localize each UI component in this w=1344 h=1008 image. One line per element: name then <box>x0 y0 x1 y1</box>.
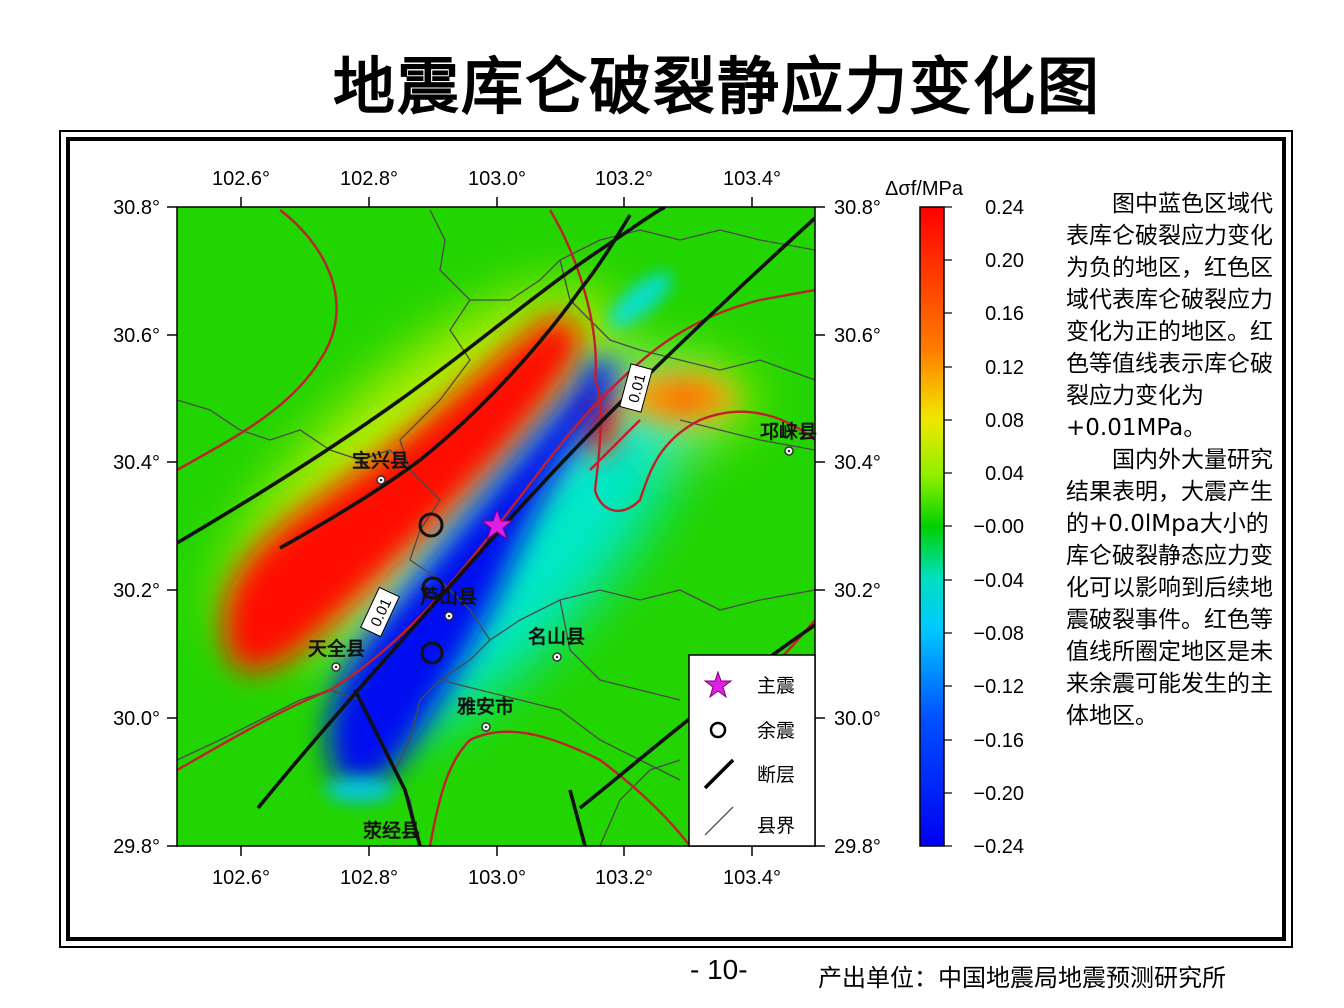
aftershock-marker <box>421 576 445 600</box>
x-tick-label: 102.6° <box>212 168 270 190</box>
aftershocks <box>418 512 445 665</box>
description-paragraph: 国内外大量研究结果表明，大震产生的+0.0lMpa大小的库仑破裂静态应力变化可以… <box>1066 447 1273 729</box>
place-label-lushan: 芦山县 <box>420 585 477 608</box>
axis-ticks <box>167 197 825 856</box>
figure-frame-outer <box>59 130 1293 948</box>
colorbar-tick: −0.12 <box>973 676 1024 698</box>
legend-border-icon <box>704 806 734 836</box>
y-axis-labels-right: 30.8° 30.6° 30.4° 30.2° 30.0° 29.8° <box>834 197 881 858</box>
colorbar-tick: 0.08 <box>985 410 1024 432</box>
contour-label: 0.01 <box>619 363 653 413</box>
y-tick-label: 30.8° <box>834 197 881 219</box>
description-paragraph: 图中蓝色区域代表库仑破裂应力变化为负的地区，红色区域代表库仑破裂应力变化为正的地… <box>1066 191 1273 441</box>
x-axis-labels-bottom: 102.6° 102.8° 103.0° 103.2° 103.4° <box>212 867 781 889</box>
legend-label-aftershock: 余震 <box>757 720 795 742</box>
y-tick-label: 30.2° <box>834 580 881 602</box>
x-tick-label: 102.8° <box>340 168 398 190</box>
x-tick-label: 102.6° <box>212 867 270 889</box>
place-label-qionglai: 邛崃县 <box>760 421 817 443</box>
y-tick-label: 30.0° <box>113 708 160 730</box>
x-tick-label: 103.2° <box>595 168 653 190</box>
legend-label-county-border: 县界 <box>757 815 795 837</box>
legend-circle-icon <box>709 721 727 739</box>
legend-star-icon <box>703 670 733 699</box>
plot-border <box>176 206 816 847</box>
place-label-baoxing: 宝兴县 <box>352 449 409 472</box>
y-tick-label: 30.6° <box>834 325 881 347</box>
y-tick-label: 30.2° <box>113 580 160 602</box>
colorbar-tick: −0.00 <box>973 516 1024 538</box>
y-axis-labels-left: 30.8° 30.6° 30.4° 30.2° 30.0° 29.8° <box>113 197 160 858</box>
colorbar-tick: 0.16 <box>985 303 1024 325</box>
y-tick-label: 29.8° <box>113 836 160 858</box>
page-title: 地震库仑破裂静应力变化图 <box>332 50 1101 123</box>
colorbar-tick: 0.12 <box>985 357 1024 379</box>
place-label-yaan: 雅安市 <box>457 695 514 718</box>
svg-text:0.01: 0.01 <box>625 372 649 405</box>
colorbar-tick: −0.08 <box>973 623 1024 645</box>
place-label-tianquan: 天全县 <box>308 637 365 660</box>
x-axis-labels-top: 102.6° 102.8° 103.0° 103.2° 103.4° <box>212 168 781 190</box>
colorbar-tick: −0.24 <box>973 836 1024 858</box>
colorbar-tick: −0.04 <box>973 570 1024 592</box>
contour-lines <box>177 209 815 846</box>
map-legend: 主震 余震 断层 县界 <box>688 654 816 847</box>
aftershock-marker <box>418 512 444 538</box>
x-tick-label: 102.8° <box>340 867 398 889</box>
legend-label-mainshock: 主震 <box>757 675 795 697</box>
colorbar-title: Δσf/MPa <box>885 178 964 200</box>
x-tick-label: 103.0° <box>468 867 526 889</box>
x-tick-label: 103.4° <box>723 168 781 190</box>
y-tick-label: 30.8° <box>113 197 160 219</box>
y-tick-label: 29.8° <box>834 836 881 858</box>
page-number: - 10- <box>690 954 748 985</box>
place-label-yingjing: 荥经县 <box>363 819 420 842</box>
figure-frame-inner <box>66 137 1286 941</box>
mainshock-star-icon <box>480 508 514 541</box>
y-tick-label: 30.4° <box>113 452 160 474</box>
colorbar-tick: 0.20 <box>985 250 1024 272</box>
colorbar-tick: −0.16 <box>973 730 1024 752</box>
colorbar: Δσf/MPa 0.24 0.20 0.16 0.12 0.08 0.04 −0… <box>885 178 1024 858</box>
legend-label-fault: 断层 <box>757 764 795 786</box>
colorbar-tick: 0.04 <box>985 463 1024 485</box>
x-tick-label: 103.0° <box>468 168 526 190</box>
y-tick-label: 30.4° <box>834 452 881 474</box>
y-tick-label: 30.0° <box>834 708 881 730</box>
colorbar-tick: 0.24 <box>985 197 1024 219</box>
x-tick-label: 103.2° <box>595 867 653 889</box>
aftershock-marker <box>420 641 444 665</box>
y-tick-label: 30.6° <box>113 325 160 347</box>
legend-fault-icon <box>703 758 735 790</box>
producer-credit: 产出单位：中国地震局地震预测研究所 <box>818 964 1226 992</box>
x-tick-label: 103.4° <box>723 867 781 889</box>
figure-description: 图中蓝色区域代表库仑破裂应力变化为负的地区，红色区域代表库仑破裂应力变化为正的地… <box>1066 188 1281 732</box>
place-label-mingshan: 名山县 <box>528 625 585 648</box>
place-markers <box>331 446 794 732</box>
colorbar-tick: −0.20 <box>973 783 1024 805</box>
